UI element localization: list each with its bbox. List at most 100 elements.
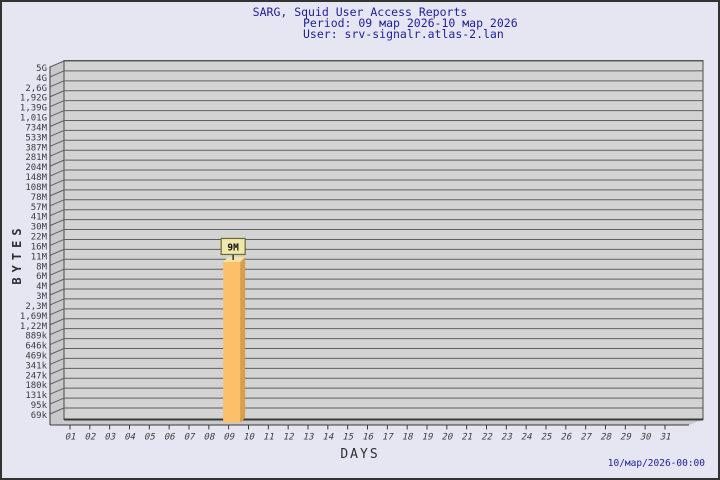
- x-tick-label: 21: [461, 433, 474, 443]
- y-tick-mark: [49, 248, 65, 256]
- y-tick-mark: [49, 219, 65, 227]
- y-tick-label: 2,3M: [25, 302, 47, 312]
- y-tick-label: 4G: [36, 74, 47, 84]
- y-tick-label: 341k: [25, 361, 47, 371]
- y-tick-label: 108M: [25, 183, 47, 193]
- chart-title: SARG, Squid User Access Reports: [252, 5, 468, 19]
- x-tick-label: 11: [262, 433, 275, 443]
- y-tick-mark: [49, 169, 65, 177]
- y-tick-label: 22M: [31, 233, 48, 243]
- y-tick-mark: [49, 318, 65, 326]
- y-tick-mark: [49, 397, 65, 405]
- y-tick-label: 247k: [25, 371, 47, 381]
- y-tick-mark: [49, 258, 65, 266]
- y-tick-mark: [49, 159, 65, 167]
- y-tick-mark: [49, 328, 65, 336]
- x-tick-label: 30: [639, 433, 652, 443]
- x-tick-label: 01: [64, 433, 77, 443]
- x-tick-label: 09: [223, 433, 236, 443]
- y-tick-mark: [49, 60, 65, 68]
- y-tick-mark: [49, 238, 65, 246]
- x-tick-label: 04: [123, 433, 137, 443]
- y-tick-label: 1,22M: [20, 322, 48, 332]
- x-tick-label: 08: [203, 433, 216, 443]
- bar-front: [223, 261, 241, 423]
- y-tick-label: 8M: [36, 262, 47, 272]
- y-tick-label: 131k: [25, 391, 47, 401]
- x-tick-label: 26: [560, 433, 573, 443]
- y-tick-label: 734M: [25, 123, 47, 133]
- x-tick-label: 02: [84, 433, 97, 443]
- y-tick-mark: [49, 90, 65, 98]
- bar-side: [240, 256, 246, 423]
- x-tick-label: 28: [599, 433, 612, 443]
- y-tick-label: 646k: [25, 342, 47, 352]
- y-tick-mark: [49, 129, 65, 137]
- bar-value-label: 9M: [227, 242, 239, 253]
- y-tick-label: 3M: [36, 292, 47, 302]
- x-tick-label: 05: [143, 433, 156, 443]
- y-tick-mark: [49, 229, 65, 236]
- chart-period: Period: 09 мар 2026-10 мар 2026: [303, 16, 518, 30]
- y-tick-label: 5G: [36, 64, 47, 74]
- y-tick-mark: [49, 308, 65, 316]
- x-tick-label: 06: [163, 433, 176, 443]
- y-tick-mark: [49, 387, 65, 395]
- y-tick-mark: [49, 268, 65, 276]
- axis-floor: [50, 419, 703, 425]
- y-tick-mark: [49, 357, 65, 365]
- y-tick-label: 281M: [25, 153, 47, 163]
- x-tick-label: 31: [659, 433, 672, 443]
- x-tick-label: 12: [282, 433, 295, 443]
- y-tick-mark: [49, 70, 65, 78]
- plot-area: [63, 60, 704, 420]
- x-tick-label: 29: [619, 433, 632, 443]
- y-tick-label: 1,92G: [20, 94, 47, 104]
- y-tick-mark: [49, 407, 65, 415]
- x-tick-label: 16: [361, 433, 374, 443]
- y-tick-label: 16M: [31, 242, 48, 252]
- bar-top: [223, 256, 246, 262]
- y-tick-label: 95k: [31, 401, 48, 411]
- x-tick-label: 17: [381, 433, 394, 443]
- y-tick-label: 6M: [36, 272, 47, 282]
- y-tick-mark: [49, 278, 65, 286]
- x-tick-label: 15: [342, 433, 355, 443]
- y-tick-label: 4M: [36, 282, 47, 292]
- y-tick-mark: [49, 367, 65, 375]
- y-tick-mark: [49, 199, 65, 207]
- y-tick-mark: [49, 120, 65, 127]
- y-tick-mark: [49, 209, 65, 217]
- y-tick-label: 41M: [31, 213, 48, 223]
- x-tick-label: 25: [540, 433, 553, 443]
- y-tick-mark: [49, 288, 65, 296]
- y-tick-label: 1,01G: [20, 114, 47, 124]
- bar-value-box: [220, 237, 246, 256]
- y-tick-label: 1,69M: [20, 312, 48, 322]
- y-tick-mark: [49, 179, 65, 187]
- y-tick-label: 533M: [25, 133, 47, 143]
- y-tick-label: 2,6G: [25, 84, 47, 94]
- y-tick-label: 1,39G: [20, 104, 47, 114]
- x-tick-label: 13: [302, 433, 315, 443]
- x-tick-label: 19: [421, 433, 434, 443]
- y-tick-label: 57M: [31, 203, 48, 213]
- y-tick-label: 180k: [25, 381, 47, 391]
- x-tick-label: 24: [520, 433, 534, 443]
- y-tick-mark: [49, 139, 65, 147]
- x-tick-label: 18: [401, 433, 414, 443]
- report-timestamp: 10/мар/2026-00:00: [607, 458, 705, 469]
- y-tick-mark: [49, 110, 65, 118]
- x-tick-label: 20: [441, 433, 454, 443]
- x-tick-label: 07: [183, 433, 196, 443]
- y-axis-title: BYTES: [10, 223, 24, 285]
- y-tick-label: 11M: [31, 252, 48, 262]
- x-tick-label: 03: [104, 433, 117, 443]
- chart-user: User: srv-signalr.atlas-2.lan: [303, 26, 504, 41]
- y-tick-label: 469k: [25, 352, 47, 362]
- y-tick-mark: [49, 298, 65, 306]
- x-tick-label: 22: [480, 433, 493, 443]
- y-tick-label: 889k: [25, 332, 47, 342]
